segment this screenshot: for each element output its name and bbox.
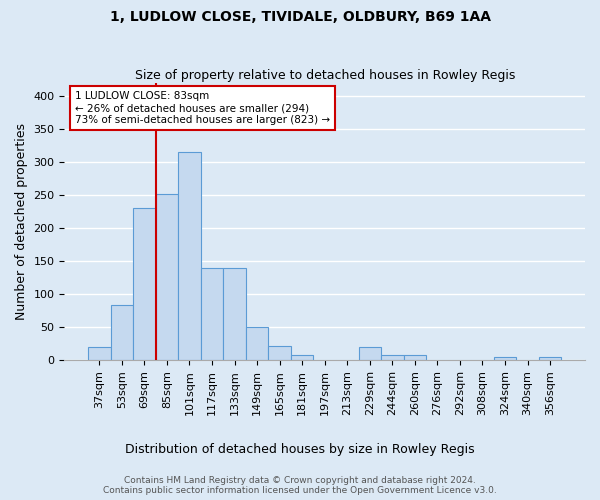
- Bar: [381, 355, 404, 360]
- Bar: [359, 347, 381, 360]
- Bar: [133, 208, 155, 360]
- Text: 1, LUDLOW CLOSE, TIVIDALE, OLDBURY, B69 1AA: 1, LUDLOW CLOSE, TIVIDALE, OLDBURY, B69 …: [110, 10, 491, 24]
- Bar: [110, 306, 133, 360]
- Text: Distribution of detached houses by size in Rowley Regis: Distribution of detached houses by size …: [125, 444, 475, 456]
- Bar: [155, 194, 178, 360]
- Bar: [291, 355, 313, 360]
- Bar: [246, 327, 268, 360]
- Bar: [88, 347, 110, 360]
- Y-axis label: Number of detached properties: Number of detached properties: [15, 123, 28, 320]
- Text: 1 LUDLOW CLOSE: 83sqm
← 26% of detached houses are smaller (294)
73% of semi-det: 1 LUDLOW CLOSE: 83sqm ← 26% of detached …: [75, 92, 330, 124]
- Bar: [404, 355, 426, 360]
- Bar: [223, 268, 246, 360]
- Bar: [201, 268, 223, 360]
- Bar: [539, 357, 562, 360]
- Title: Size of property relative to detached houses in Rowley Regis: Size of property relative to detached ho…: [134, 69, 515, 82]
- Text: Contains HM Land Registry data © Crown copyright and database right 2024.
Contai: Contains HM Land Registry data © Crown c…: [103, 476, 497, 495]
- Bar: [494, 357, 516, 360]
- Bar: [178, 152, 201, 360]
- Bar: [268, 346, 291, 360]
